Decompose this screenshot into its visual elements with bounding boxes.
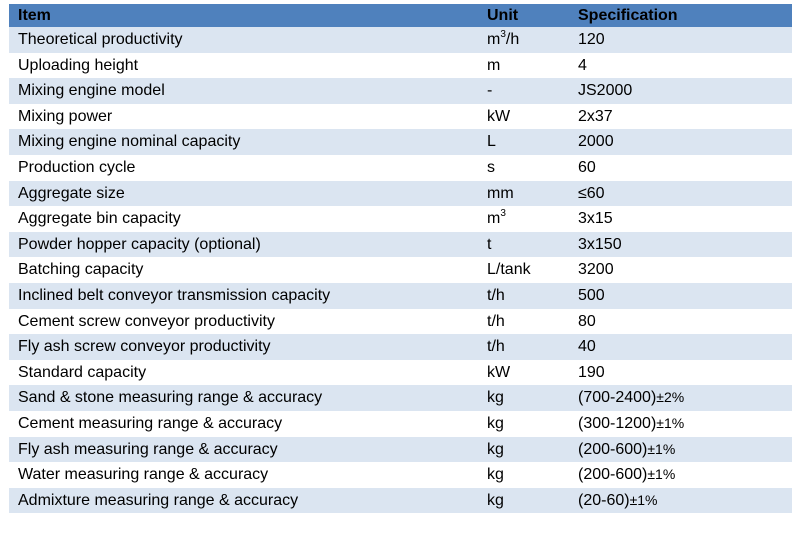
table-row: Aggregate bin capacity m3 3x15 bbox=[9, 206, 792, 232]
specification-cell: 2000 bbox=[569, 129, 792, 155]
item-cell: Production cycle bbox=[9, 154, 478, 181]
unit-cell: kW bbox=[478, 359, 569, 386]
item-cell: Inclined belt conveyor transmission capa… bbox=[9, 282, 478, 309]
specification-cell: ≤60 bbox=[569, 180, 792, 207]
table-row: Admixture measuring range & accuracy kg (2… bbox=[9, 487, 792, 514]
spec-tolerance: ±1% bbox=[629, 491, 658, 508]
spec-range: (700-2400) bbox=[578, 389, 657, 407]
table-row: Fly ash measuring range & accuracy kg (200… bbox=[9, 436, 792, 463]
table-row: Aggregate size mm ≤60 bbox=[9, 180, 792, 207]
specification-cell: (200-600)±1% bbox=[569, 462, 792, 488]
specification-table: Item Unit Specification Theoretical prod… bbox=[9, 4, 792, 514]
unit-base: m bbox=[487, 31, 501, 48]
unit-cell: m bbox=[478, 52, 569, 79]
table-row: Fly ash screw conveyor productivity t/h 40 bbox=[9, 334, 792, 360]
unit-suffix: /h bbox=[505, 31, 520, 48]
unit-cell: mm bbox=[478, 180, 569, 207]
specification-cell: (200-600)±1% bbox=[569, 436, 792, 463]
item-cell: Cement screw conveyor productivity bbox=[9, 308, 478, 335]
item-cell: Mixing power bbox=[9, 103, 478, 130]
header-unit: Unit bbox=[478, 4, 569, 27]
specification-cell: 3x15 bbox=[569, 206, 792, 232]
specification-cell: 120 bbox=[569, 27, 792, 53]
item-cell: Fly ash measuring range & accuracy bbox=[9, 436, 478, 463]
specification-cell: 3200 bbox=[569, 257, 792, 283]
item-cell: Water measuring range & accuracy bbox=[9, 462, 478, 488]
spec-tolerance: ±1% bbox=[647, 440, 676, 457]
item-cell: Mixing engine nominal capacity bbox=[9, 129, 478, 155]
unit-cell: kg bbox=[478, 436, 569, 463]
item-cell: Theoretical productivity bbox=[9, 27, 478, 53]
specification-cell: 40 bbox=[569, 334, 792, 360]
table-row: Uploading height m 4 bbox=[9, 52, 792, 79]
table-row: Mixing power kW 2x37 bbox=[9, 103, 792, 130]
header-specification: Specification bbox=[569, 4, 792, 27]
table-row: Powder hopper capacity (optional) t 3x150 bbox=[9, 231, 792, 258]
unit-cell: kg bbox=[478, 462, 569, 488]
specification-cell: JS2000 bbox=[569, 78, 792, 104]
spec-tolerance: ±2% bbox=[656, 389, 685, 406]
unit-cell: kg bbox=[478, 385, 569, 411]
specification-cell: 3x150 bbox=[569, 231, 792, 258]
unit-cell: L/tank bbox=[478, 257, 569, 283]
specification-cell: 80 bbox=[569, 308, 792, 335]
unit-cell: L bbox=[478, 129, 569, 155]
specification-cell: 60 bbox=[569, 154, 792, 181]
unit-cell: kg bbox=[478, 410, 569, 437]
specification-cell: 500 bbox=[569, 282, 792, 309]
item-cell: Admixture measuring range & accuracy bbox=[9, 487, 478, 514]
unit-cell: - bbox=[478, 78, 569, 104]
item-cell: Mixing engine model bbox=[9, 78, 478, 104]
item-cell: Aggregate size bbox=[9, 180, 478, 207]
table-row: Batching capacity L/tank 3200 bbox=[9, 257, 792, 283]
table-row: Sand & stone measuring range & accuracy k… bbox=[9, 385, 792, 411]
item-cell: Aggregate bin capacity bbox=[9, 206, 478, 232]
unit-superscript: 3 bbox=[500, 208, 506, 220]
specification-cell: (20-60)±1% bbox=[569, 487, 792, 514]
table-row: Cement screw conveyor productivity t/h 80 bbox=[9, 308, 792, 335]
table-header-row: Item Unit Specification bbox=[9, 4, 792, 27]
item-cell: Batching capacity bbox=[9, 257, 478, 283]
specification-cell: 4 bbox=[569, 52, 792, 79]
specification-cell: 2x37 bbox=[569, 103, 792, 130]
table-row: Inclined belt conveyor transmission capa… bbox=[9, 282, 792, 309]
table-row: Theoretical productivity m3/h 120 bbox=[9, 27, 792, 53]
item-cell: Fly ash screw conveyor productivity bbox=[9, 334, 478, 360]
table-row: Water measuring range & accuracy kg (200-6… bbox=[9, 462, 792, 488]
table-row: Mixing engine model - JS2000 bbox=[9, 78, 792, 104]
specification-cell: 190 bbox=[569, 359, 792, 386]
header-item: Item bbox=[9, 4, 478, 27]
spec-table-container: Item Unit Specification Theoretical prod… bbox=[9, 4, 792, 514]
unit-cell: t bbox=[478, 231, 569, 258]
spec-range: (200-600) bbox=[578, 440, 648, 458]
table-body: Theoretical productivity m3/h 120 Uploading… bbox=[9, 27, 792, 514]
unit-cell: t/h bbox=[478, 282, 569, 309]
table-row: Mixing engine nominal capacity L 2000 bbox=[9, 129, 792, 155]
table-row: Standard capacity kW 190 bbox=[9, 359, 792, 386]
unit-superscript: 3 bbox=[500, 29, 506, 40]
unit-base: m bbox=[487, 210, 501, 228]
spec-range: (300-1200) bbox=[578, 414, 657, 432]
spec-range: (20-60) bbox=[578, 491, 630, 509]
specification-cell: (700-2400)±2% bbox=[569, 385, 792, 411]
unit-cell: kW bbox=[478, 103, 569, 130]
unit-cell: m3 bbox=[478, 206, 569, 232]
unit-cell: m3/h bbox=[478, 27, 569, 53]
item-cell: Cement measuring range & accuracy bbox=[9, 410, 478, 437]
specification-cell: (300-1200)±1% bbox=[569, 410, 792, 437]
item-cell: Standard capacity bbox=[9, 359, 478, 386]
spec-tolerance: ±1% bbox=[647, 466, 676, 483]
spec-range: (200-600) bbox=[578, 466, 648, 484]
unit-cell: s bbox=[478, 154, 569, 181]
unit-cell: t/h bbox=[478, 334, 569, 360]
table-row: Cement measuring range & accuracy kg (300-… bbox=[9, 410, 792, 437]
item-cell: Uploading height bbox=[9, 52, 478, 79]
unit-cell: kg bbox=[478, 487, 569, 514]
item-cell: Powder hopper capacity (optional) bbox=[9, 231, 478, 258]
item-cell: Sand & stone measuring range & accuracy bbox=[9, 385, 478, 411]
unit-cell: t/h bbox=[478, 308, 569, 335]
table-row: Production cycle s 60 bbox=[9, 154, 792, 181]
spec-tolerance: ±1% bbox=[656, 414, 685, 431]
